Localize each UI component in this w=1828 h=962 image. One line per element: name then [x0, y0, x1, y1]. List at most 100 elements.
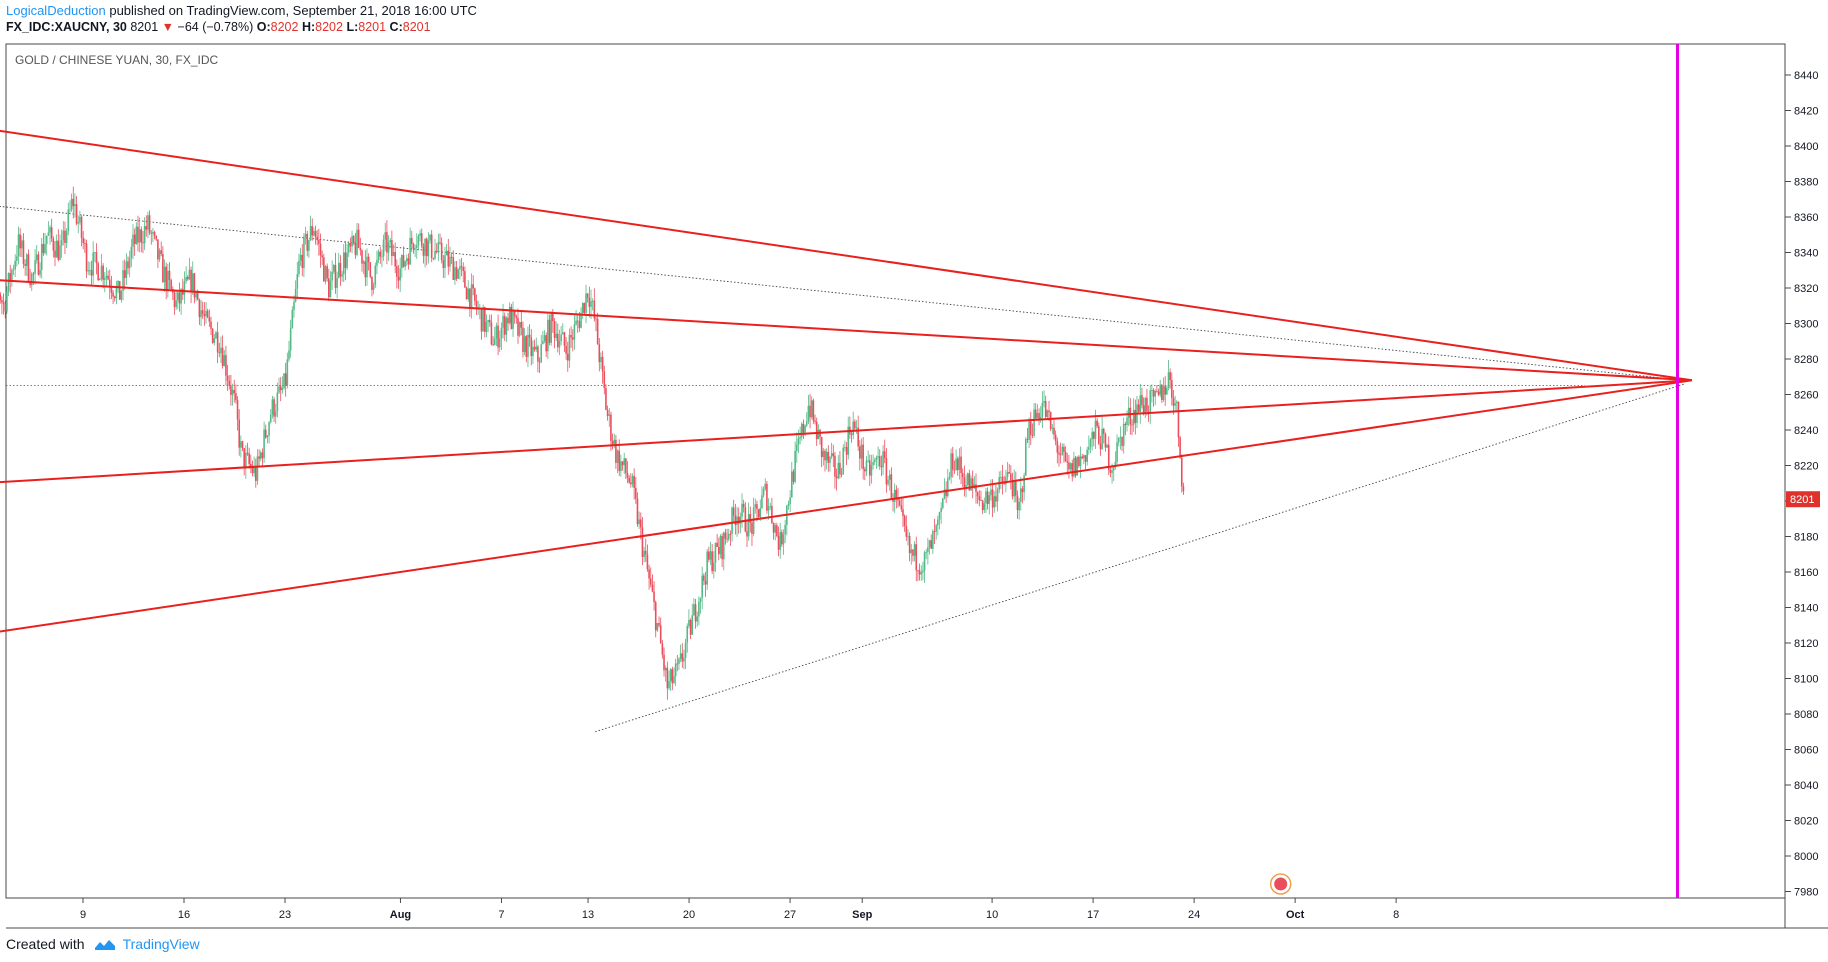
candle-body — [195, 292, 197, 298]
candle-body — [961, 472, 964, 478]
candle-body — [12, 269, 15, 271]
candle-body — [1134, 409, 1137, 423]
time-axis[interactable]: 9 16 23 Aug 7 13 20 27 Sep 10 17 24 Oct 8 — [80, 898, 1399, 921]
chart-header: LogicalDeduction published on TradingVie… — [6, 2, 477, 36]
candle-body — [412, 244, 415, 249]
candle-body — [943, 489, 946, 499]
candle-body — [250, 463, 252, 467]
candle-body — [862, 444, 864, 470]
candle-body — [459, 266, 461, 270]
candle-body — [867, 460, 869, 462]
candle-body — [1089, 439, 1092, 448]
candle-body — [932, 531, 934, 549]
candle-body — [296, 274, 299, 289]
candle-body — [17, 234, 20, 257]
candle-body — [422, 245, 425, 256]
tradingview-logo-icon[interactable] — [93, 937, 117, 951]
candle-body — [220, 347, 222, 354]
candle-body — [727, 533, 730, 540]
candle-body — [905, 525, 908, 537]
event-marker-icon[interactable] — [1274, 877, 1288, 891]
candle-body — [1137, 404, 1140, 412]
candle-body — [342, 252, 345, 275]
candle-body — [1127, 407, 1130, 418]
candle-body — [810, 400, 813, 418]
lower-wedge-trendline[interactable] — [0, 379, 1693, 634]
candle-body — [225, 355, 227, 376]
tradingview-link[interactable]: TradingView — [122, 936, 200, 952]
candle-body — [630, 482, 632, 485]
candle-body — [233, 389, 236, 394]
candle-body — [215, 332, 217, 339]
candle-body — [663, 654, 665, 671]
candle-body — [1121, 436, 1123, 446]
price-tick-label: 8160 — [1794, 567, 1818, 579]
candle-body — [382, 239, 385, 257]
candle-body — [940, 507, 942, 513]
price-axis[interactable]: 7980 8000 8020 8040 8060 8080 8100 8120 8140 8160… — [1785, 70, 1820, 899]
symbol-label: FX_IDC:XAUCNY, 30 — [6, 20, 127, 34]
candle-body — [566, 353, 569, 361]
high-value: 8202 — [315, 20, 343, 34]
candle-body — [651, 584, 654, 592]
candle-body — [593, 300, 596, 319]
candle-body — [130, 246, 133, 258]
upper-inner-trendline[interactable] — [0, 279, 1693, 382]
candle-body — [699, 597, 702, 602]
candle-body — [873, 459, 876, 463]
candle-body — [1031, 434, 1034, 436]
price-tick-label: 8020 — [1794, 816, 1818, 828]
candle-body — [301, 254, 304, 269]
candle-body — [1018, 501, 1020, 511]
candle-body — [228, 380, 231, 386]
candle-body — [1122, 423, 1125, 446]
candle-body — [548, 319, 551, 343]
candle-body — [975, 484, 977, 492]
candle-body — [523, 336, 526, 352]
candle-body — [376, 259, 378, 266]
candle-body — [859, 446, 861, 459]
candle-body — [1053, 427, 1055, 435]
candle-body — [1088, 447, 1090, 450]
high-label: H: — [301, 20, 316, 34]
candle-body — [734, 515, 737, 525]
candle-body — [103, 277, 106, 280]
candle-body — [308, 240, 310, 251]
candle-body — [880, 465, 883, 468]
candle-body — [681, 653, 684, 662]
published-text: published on TradingView.com, September … — [105, 3, 477, 18]
dotted-trendline-lower[interactable] — [595, 383, 1685, 733]
candle-body — [508, 306, 511, 324]
candle-body — [120, 290, 123, 300]
candle-body — [462, 267, 465, 272]
candle-body — [910, 549, 913, 554]
dotted-trendline-upper[interactable] — [0, 205, 1685, 381]
lower-inner-trendline[interactable] — [0, 379, 1693, 484]
candle-body — [304, 233, 307, 237]
candle-body — [917, 570, 919, 572]
candle-body — [781, 532, 783, 545]
candle-body — [372, 284, 375, 290]
candle-body — [802, 423, 805, 433]
candle-body — [850, 434, 853, 436]
candle-body — [1061, 446, 1064, 455]
author-link[interactable]: LogicalDeduction — [6, 3, 106, 18]
candle-body — [484, 307, 486, 332]
candle-body — [842, 447, 845, 475]
candle-body — [1069, 463, 1072, 470]
candle-body — [610, 414, 612, 441]
upper-wedge-trendline[interactable] — [0, 128, 1693, 382]
candle-body — [94, 252, 96, 253]
candle-body — [1006, 471, 1009, 478]
candle-body — [399, 268, 401, 281]
candle-body — [605, 388, 607, 410]
candle-body — [711, 551, 713, 572]
candle-body — [402, 255, 405, 267]
candle-body — [389, 240, 392, 243]
candle-body — [641, 527, 644, 558]
candle-body — [414, 247, 416, 249]
candle-body — [568, 334, 571, 361]
candle-body — [198, 299, 201, 318]
candle-body — [696, 616, 699, 622]
